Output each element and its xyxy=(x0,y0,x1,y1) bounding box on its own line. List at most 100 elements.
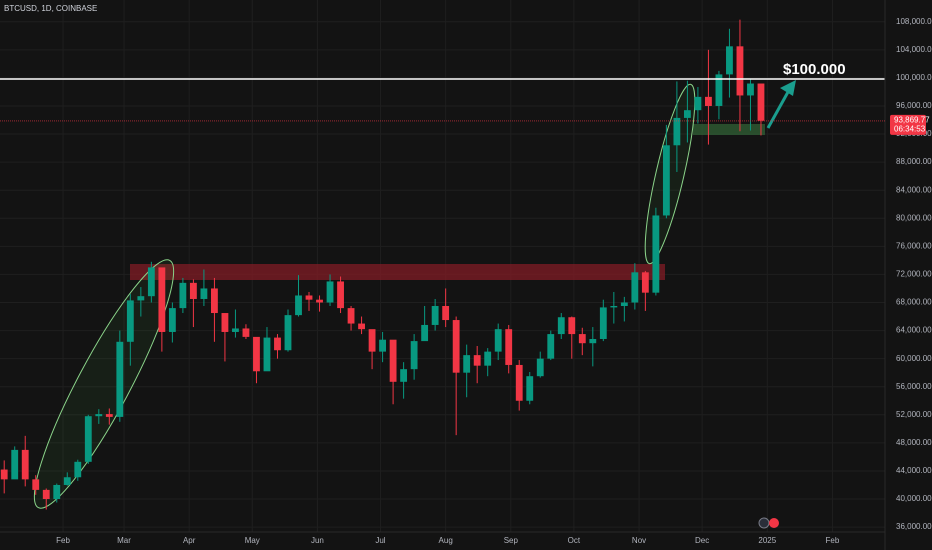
candle-body xyxy=(347,308,355,324)
candle-body xyxy=(95,414,103,417)
candle-body xyxy=(368,329,376,352)
last-price-label: 93,869.77 xyxy=(894,116,930,125)
candle-body xyxy=(400,369,408,382)
candle-body xyxy=(305,295,313,300)
candle-body xyxy=(326,281,334,303)
candle-body xyxy=(253,336,260,372)
candle-body xyxy=(473,355,481,366)
candle-body xyxy=(389,339,397,382)
candle-body xyxy=(694,96,702,111)
candle-body xyxy=(74,461,82,478)
y-tick-label: 56,000.00 xyxy=(896,382,932,391)
candle-body xyxy=(526,376,534,401)
annotation: $100.000 xyxy=(783,61,846,78)
candle-body xyxy=(494,329,502,352)
x-tick-label: May xyxy=(245,536,260,545)
candle-body xyxy=(263,337,271,372)
candle-body xyxy=(189,282,197,299)
candle-body xyxy=(557,317,565,335)
y-tick-label: 84,000.00 xyxy=(896,185,932,194)
candle-body xyxy=(747,83,754,96)
y-tick-label: 64,000.00 xyxy=(896,326,932,335)
y-tick-label: 36,000.00 xyxy=(896,522,932,531)
y-tick-label: 80,000.00 xyxy=(896,213,932,222)
candle-body xyxy=(316,299,323,303)
support-zone xyxy=(693,124,765,135)
candle-body xyxy=(757,83,765,121)
candle-body xyxy=(705,96,712,106)
candle-body xyxy=(568,317,576,335)
y-tick-label: 96,000.00 xyxy=(896,101,932,110)
candle-body xyxy=(232,328,239,332)
candle-body xyxy=(599,307,607,339)
y-tick-label: 60,000.00 xyxy=(896,354,932,363)
x-tick-label: Oct xyxy=(568,536,581,545)
y-tick-label: 104,000.00 xyxy=(896,45,932,54)
x-tick-label: Feb xyxy=(56,536,70,545)
candle-body xyxy=(673,117,681,146)
candle-body xyxy=(126,300,134,342)
x-tick-label: Feb xyxy=(826,536,840,545)
candle-body xyxy=(442,306,450,321)
candle-body xyxy=(505,329,513,365)
candle-body xyxy=(410,341,418,370)
candle-body xyxy=(379,339,387,352)
candle-body xyxy=(589,338,597,344)
y-tick-label: 68,000.00 xyxy=(896,298,932,307)
candle-body xyxy=(578,334,586,344)
candle-body xyxy=(0,469,8,480)
arrow-head xyxy=(780,80,796,96)
candle-body xyxy=(620,302,628,307)
candles xyxy=(0,19,765,510)
candle-body xyxy=(452,320,460,373)
candle-body xyxy=(683,110,691,118)
candle-body xyxy=(662,145,670,216)
x-tick-label: Apr xyxy=(183,536,196,545)
x-tick-label: Sep xyxy=(504,536,519,545)
candle-body xyxy=(200,288,208,299)
x-tick-label: Dec xyxy=(695,536,709,545)
y-tick-label: 48,000.00 xyxy=(896,438,932,447)
candle-body xyxy=(21,449,29,480)
y-tick-label: 72,000.00 xyxy=(896,270,932,279)
x-tick-label: Jun xyxy=(311,536,324,545)
candle-body xyxy=(179,282,187,309)
candle-body xyxy=(11,449,19,480)
icon[interactable] xyxy=(758,517,770,529)
x-tick-label: Nov xyxy=(632,536,646,545)
candle-body xyxy=(137,296,145,301)
candle-body xyxy=(515,364,523,401)
candle-body xyxy=(53,484,61,500)
x-tick-label: 2025 xyxy=(758,536,776,545)
y-tick-label: 40,000.00 xyxy=(896,494,932,503)
candle-body xyxy=(641,272,649,293)
candle-body xyxy=(463,355,471,373)
candle-body xyxy=(715,74,723,106)
candle-body xyxy=(116,341,124,417)
y-tick-label: 44,000.00 xyxy=(896,466,932,475)
y-tick-label: 108,000.00 xyxy=(896,17,932,26)
candle-body xyxy=(242,328,250,337)
candle-body xyxy=(84,416,92,462)
candle-body xyxy=(284,315,292,351)
last-price-box xyxy=(890,114,926,135)
candle-body xyxy=(105,414,113,417)
icon[interactable] xyxy=(769,518,779,528)
x-tick-label: Aug xyxy=(439,536,453,545)
candle-body xyxy=(358,323,365,330)
y-tick-label: 100,000.00 xyxy=(896,73,932,82)
candle-body xyxy=(63,477,71,485)
candle-body xyxy=(484,351,492,366)
y-tick-label: 76,000.00 xyxy=(896,241,932,250)
trend-ellipse xyxy=(33,259,175,509)
countdown-label: 06:34:53 xyxy=(894,125,926,134)
candle-body xyxy=(736,46,744,96)
candle-body xyxy=(158,267,166,332)
x-tick-label: Jul xyxy=(375,536,385,545)
y-tick-label: 88,000.00 xyxy=(896,157,932,166)
candle-body xyxy=(32,479,40,490)
candle-body xyxy=(652,215,660,293)
candle-body xyxy=(726,46,733,75)
resistance-zone xyxy=(130,264,665,280)
